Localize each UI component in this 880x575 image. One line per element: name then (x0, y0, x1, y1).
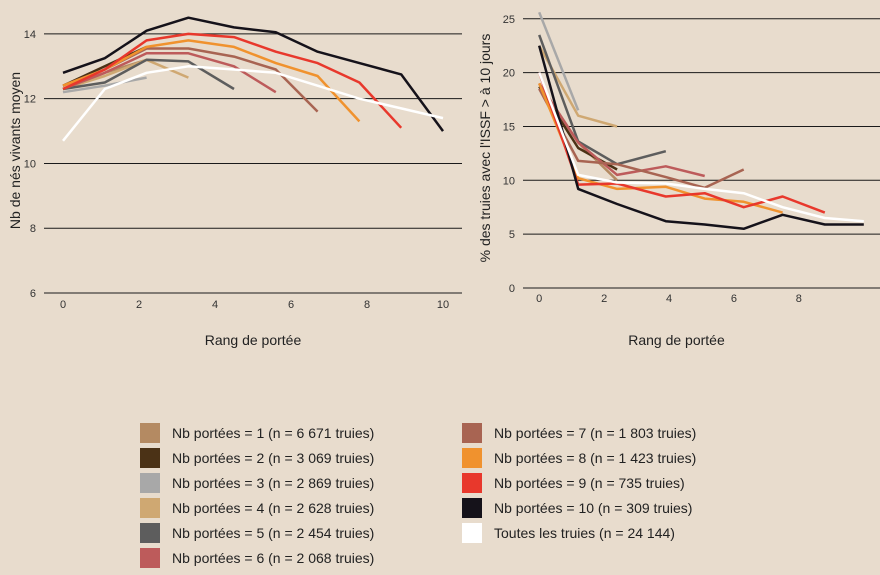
series-line (538, 11, 580, 111)
legend-swatch (140, 547, 160, 568)
y-tick-label: 25 (503, 14, 515, 26)
series-line (538, 72, 826, 214)
x-axis-label: Rang de portée (628, 332, 725, 348)
series-line (538, 34, 667, 166)
legend-label: Nb portées = 4 (n = 2 628 truies) (172, 499, 375, 516)
legend-label: Nb portées = 6 (n = 2 068 truies) (172, 549, 375, 566)
series-line (62, 65, 444, 142)
chart-1: 6 8 10 12 14 0 2 4 6 8 10 Rang de portée Nb de nés v… (7, 16, 462, 348)
legend-swatch (140, 447, 160, 468)
legend-label: Nb portées = 8 (n = 1 423 truies) (494, 449, 697, 466)
legend-label: Nb portées = 5 (n = 2 454 truies) (172, 524, 375, 541)
legend-swatch (140, 422, 160, 443)
x-tick-label: 8 (796, 293, 802, 305)
legend-label: Nb portées = 2 (n = 3 069 truies) (172, 449, 375, 466)
legend-item: Nb portées = 1 (n = 6 671 truies) (140, 420, 374, 445)
series-line (62, 76, 147, 94)
legend-item: Nb portées = 6 (n = 2 068 truies) (140, 545, 374, 570)
legend-label: Nb portées = 10 (n = 309 truies) (494, 499, 693, 516)
legend-column-1: Nb portées = 1 (n = 6 671 truies) Nb por… (140, 420, 374, 570)
y-tick-label: 0 (509, 283, 515, 295)
legend-item: Nb portées = 8 (n = 1 423 truies) (462, 445, 696, 470)
y-axis-label: Nb de nés vivants moyen (7, 72, 23, 229)
legend-column-2: Nb portées = 7 (n = 1 803 truies) Nb por… (462, 420, 696, 545)
x-axis-label: Rang de portée (205, 332, 302, 348)
legend-item: Nb portées = 10 (n = 309 truies) (462, 495, 696, 520)
series-line (538, 72, 864, 223)
legend-item: Nb portées = 3 (n = 2 869 truies) (140, 470, 374, 495)
legend-item: Nb portées = 2 (n = 3 069 truies) (140, 445, 374, 470)
x-tick-label: 6 (731, 293, 737, 305)
y-tick-label: 8 (30, 223, 36, 235)
charts-area: 6 8 10 12 14 0 2 4 6 8 10 Rang de portée Nb de nés v… (7, 11, 880, 348)
legend-item: Nb portées = 7 (n = 1 803 truies) (462, 420, 696, 445)
y-tick-label: 12 (24, 94, 36, 106)
x-tick-label: 4 (666, 293, 672, 305)
x-tick-label: 10 (437, 299, 449, 311)
y-tick-label: 20 (503, 68, 515, 80)
y-tick-label: 10 (24, 158, 36, 170)
legend-swatch (140, 472, 160, 493)
legend-label: Nb portées = 7 (n = 1 803 truies) (494, 424, 697, 441)
legend-item: Nb portées = 9 (n = 735 truies) (462, 470, 696, 495)
series-line (62, 32, 403, 129)
legend-swatch (462, 522, 482, 543)
legend-label: Nb portées = 9 (n = 735 truies) (494, 474, 685, 491)
legend-label: Nb portées = 3 (n = 2 869 truies) (172, 474, 375, 491)
x-tick-label: 8 (364, 299, 370, 311)
x-tick-label: 2 (601, 293, 607, 305)
chart-2: 0 5 10 15 20 25 0 2 4 6 8 Rang de portée % des truie… (477, 11, 880, 348)
series-line (538, 82, 706, 178)
legend-label: Toutes les truies (n = 24 144) (494, 524, 675, 541)
series-line (538, 82, 783, 214)
x-tick-label: 0 (60, 299, 66, 311)
series-line (62, 58, 235, 91)
legend-item: Toutes les truies (n = 24 144) (462, 520, 696, 545)
legend-item: Nb portées = 5 (n = 2 454 truies) (140, 520, 374, 545)
legend-item: Nb portées = 4 (n = 2 628 truies) (140, 495, 374, 520)
y-tick-label: 10 (503, 175, 515, 187)
legend-swatch (462, 447, 482, 468)
legend-swatch (140, 497, 160, 518)
y-axis-label: % des truies avec l'ISSF > à 10 jours (477, 34, 493, 263)
series-line (537, 45, 864, 231)
legend-swatch (140, 522, 160, 543)
series-line (538, 88, 745, 190)
y-tick-label: 6 (30, 288, 36, 300)
x-tick-label: 4 (212, 299, 218, 311)
y-tick-label: 14 (24, 29, 36, 41)
y-tick-label: 15 (503, 121, 515, 133)
series-line (62, 16, 445, 132)
x-tick-label: 6 (288, 299, 294, 311)
legend-swatch (462, 422, 482, 443)
legend-swatch (462, 497, 482, 518)
x-tick-label: 2 (136, 299, 142, 311)
legend-label: Nb portées = 1 (n = 6 671 truies) (172, 424, 375, 441)
legend-swatch (462, 472, 482, 493)
series-line (62, 47, 319, 113)
y-tick-label: 5 (509, 229, 515, 241)
x-tick-label: 0 (536, 293, 542, 305)
